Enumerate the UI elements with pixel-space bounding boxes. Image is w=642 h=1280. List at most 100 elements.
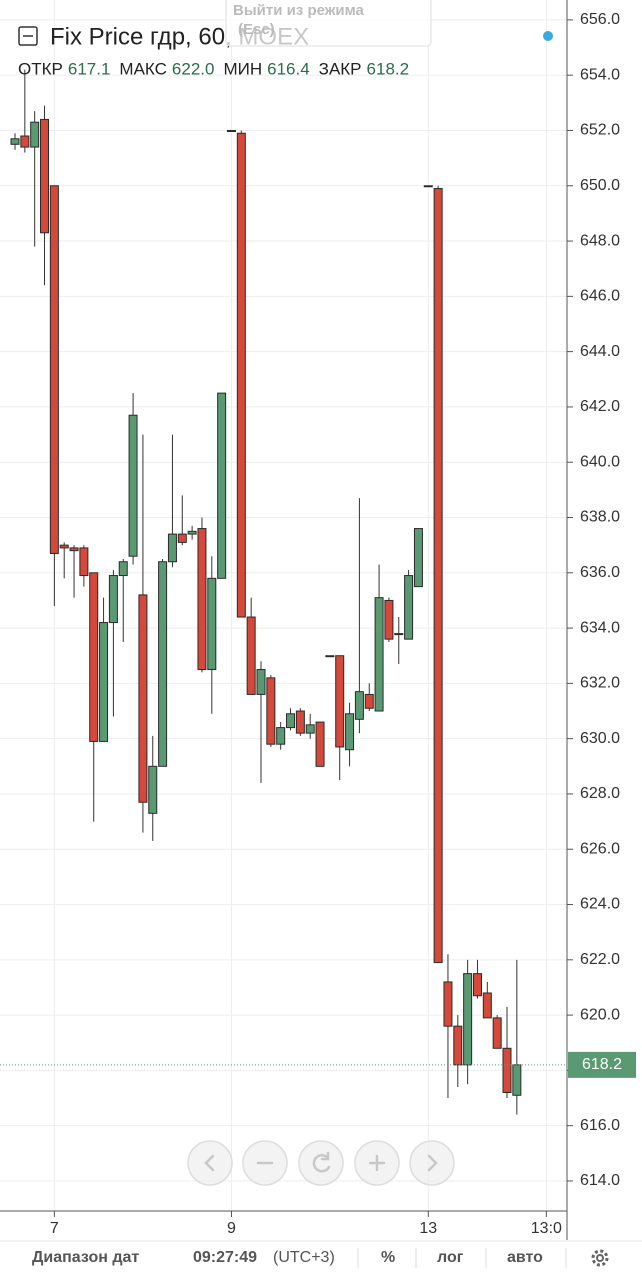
left-icon bbox=[204, 1154, 215, 1172]
y-tick-label: 622.0 bbox=[580, 951, 620, 968]
y-tick-label: 648.0 bbox=[580, 232, 620, 249]
candle-body bbox=[325, 655, 335, 658]
candle-body bbox=[512, 1064, 522, 1096]
candle-body bbox=[404, 575, 414, 640]
candle-body bbox=[89, 572, 99, 742]
ohlc-label: ОТКР bbox=[18, 59, 63, 78]
y-tick-label: 642.0 bbox=[580, 398, 620, 415]
date-range-button[interactable]: Диапазон дат bbox=[32, 1249, 139, 1266]
y-tick-label: 638.0 bbox=[580, 509, 620, 526]
x-tick-label: 13:0 bbox=[531, 1220, 562, 1237]
candle-body bbox=[128, 414, 138, 557]
candle-body bbox=[59, 544, 69, 549]
candle-body bbox=[49, 185, 59, 554]
candle-body bbox=[394, 633, 404, 636]
candle-body bbox=[40, 118, 50, 234]
candle-body bbox=[246, 616, 256, 695]
y-tick-label: 636.0 bbox=[580, 564, 620, 581]
candle-body bbox=[423, 185, 433, 188]
scroll-left-button[interactable] bbox=[187, 1140, 233, 1186]
exit-overlay[interactable] bbox=[225, 0, 432, 47]
candle-body bbox=[315, 721, 325, 767]
candle-body bbox=[305, 724, 315, 734]
y-tick-label: 654.0 bbox=[580, 66, 620, 83]
candle-body bbox=[10, 138, 20, 145]
candle-body bbox=[384, 599, 394, 640]
candle-body bbox=[345, 713, 355, 751]
candle-body bbox=[453, 1025, 463, 1066]
candle-body bbox=[295, 710, 305, 734]
y-tick-label: 656.0 bbox=[580, 11, 620, 28]
candle-body bbox=[286, 713, 296, 729]
ohlc-label: МАКС bbox=[119, 59, 167, 78]
status-dot bbox=[543, 31, 553, 41]
candle-body bbox=[158, 561, 168, 767]
log-button[interactable]: лог bbox=[437, 1249, 464, 1266]
candle-body bbox=[443, 981, 453, 1027]
ohlc-value: 618.2 bbox=[367, 59, 410, 78]
candle-body bbox=[207, 577, 217, 671]
candle-body bbox=[69, 547, 79, 552]
candle-body bbox=[276, 727, 286, 745]
reset-button[interactable] bbox=[298, 1140, 344, 1186]
candle-body bbox=[364, 693, 374, 709]
candle-body bbox=[177, 533, 187, 543]
candle-body bbox=[482, 992, 492, 1019]
candle-body bbox=[167, 533, 177, 563]
candle-body bbox=[197, 528, 207, 671]
gear-teeth bbox=[591, 1249, 609, 1267]
collapse-button[interactable] bbox=[18, 26, 38, 46]
y-tick-label: 640.0 bbox=[580, 453, 620, 470]
candle-body bbox=[433, 188, 443, 964]
ohlc-value: 616.4 bbox=[267, 59, 310, 78]
y-tick-label: 632.0 bbox=[580, 675, 620, 692]
y-tick-label: 614.0 bbox=[580, 1172, 620, 1189]
candle-body bbox=[138, 594, 148, 803]
candle-body bbox=[335, 655, 345, 748]
x-tick-label: 7 bbox=[50, 1220, 59, 1237]
candle-body bbox=[256, 669, 266, 695]
candle-body bbox=[492, 1017, 502, 1049]
candle-body bbox=[187, 530, 197, 535]
settings-button[interactable] bbox=[591, 1249, 609, 1267]
scroll-right-button[interactable] bbox=[409, 1140, 455, 1186]
y-tick-label: 652.0 bbox=[580, 122, 620, 139]
ohlc-label: ЗАКР bbox=[319, 59, 362, 78]
axis: 614.0616.0618.0620.0622.0624.0626.0628.0… bbox=[0, 11, 636, 1237]
candle-body bbox=[236, 132, 246, 618]
last-price-box bbox=[568, 1051, 636, 1078]
plus-icon bbox=[368, 1154, 386, 1172]
candle-body bbox=[413, 528, 423, 588]
y-tick-label: 626.0 bbox=[580, 840, 620, 857]
ohlc-value: 617.1 bbox=[68, 59, 111, 78]
y-tick-label: 620.0 bbox=[580, 1006, 620, 1023]
candle-body bbox=[148, 765, 158, 814]
candle-body bbox=[20, 135, 30, 148]
y-tick-label: 644.0 bbox=[580, 343, 620, 360]
y-tick-label: 630.0 bbox=[580, 730, 620, 747]
y-tick-label: 646.0 bbox=[580, 288, 620, 305]
candles bbox=[10, 69, 522, 1115]
x-tick-label: 13 bbox=[419, 1220, 437, 1237]
candle-body bbox=[266, 677, 276, 745]
timezone[interactable]: (UTC+3) bbox=[273, 1249, 335, 1266]
grid bbox=[0, 0, 567, 1211]
candle-body bbox=[99, 622, 109, 742]
y-tick-label: 650.0 bbox=[580, 177, 620, 194]
y-tick-label: 628.0 bbox=[580, 785, 620, 802]
percent-button[interactable]: % bbox=[381, 1249, 395, 1266]
candle-body bbox=[502, 1047, 512, 1094]
candle-body bbox=[118, 561, 128, 577]
gear-hub bbox=[596, 1254, 604, 1262]
candle-body bbox=[217, 392, 227, 579]
exit-text: Выйти из режима bbox=[233, 2, 365, 19]
y-tick-label: 634.0 bbox=[580, 619, 620, 636]
exit-key: (Esc) bbox=[238, 21, 275, 38]
candle-body bbox=[374, 597, 384, 712]
auto-button[interactable]: авто bbox=[507, 1249, 543, 1266]
candle-body bbox=[30, 121, 40, 148]
y-tick-label: 616.0 bbox=[580, 1117, 620, 1134]
ohlc-legend: ОТКР 617.1 МАКС 622.0 МИН 616.4 ЗАКР 618.2 bbox=[18, 59, 409, 78]
